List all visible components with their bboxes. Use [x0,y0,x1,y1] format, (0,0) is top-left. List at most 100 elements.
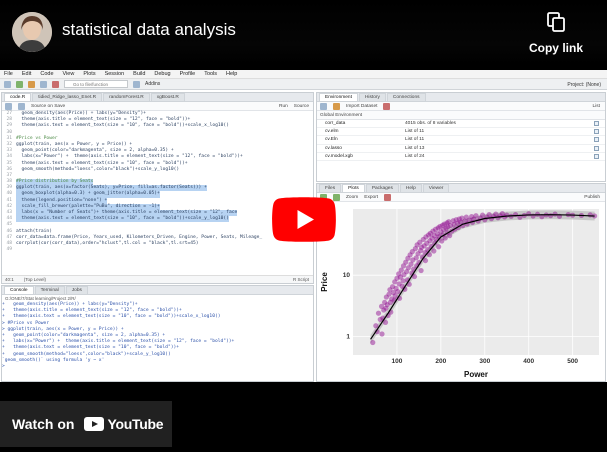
tab-connections[interactable]: Connections [386,93,426,101]
data-point [441,221,447,227]
zoom-button[interactable]: Zoom [346,194,359,200]
menu-help[interactable]: Help [226,71,238,77]
play-button[interactable] [272,197,336,242]
run-button[interactable]: Run [278,103,288,109]
remove-plot-icon[interactable] [384,193,392,201]
import-dataset-button[interactable]: Import Dataset [346,103,378,109]
publish-button[interactable]: Publish [584,194,600,200]
tab-packages[interactable]: Packages [365,184,399,192]
print-icon[interactable] [52,80,59,88]
open-workspace-icon[interactable] [320,102,327,110]
data-point [409,249,415,255]
data-point [390,290,397,296]
line-number: 41 [6,197,12,203]
tab-code-r[interactable]: code.R [4,93,32,101]
x-tick-label: 500 [567,358,578,365]
menu-code[interactable]: Code [40,71,54,77]
scope-indicator[interactable]: (Top Level) [23,277,47,282]
console-line: + geom_point(color="darkmagenta", size =… [2,333,313,339]
tab-tidied-ridge-lasso-enet-r[interactable]: tidied_Ridge_lasso_Enet.R [32,93,103,101]
data-point [437,223,443,230]
clear-workspace-icon[interactable] [383,102,391,110]
tab-plots[interactable]: Plots [342,184,365,192]
source-on-save-checkbox[interactable]: Source on Save [31,103,66,109]
data-point [552,211,558,217]
grid-view-icon[interactable] [594,145,599,151]
environment-row[interactable]: cv.lasso List of 13 [317,145,605,153]
code-text: geom_density(aes(Price)) + labs(y="Densi… [16,111,146,116]
data-point [407,252,413,258]
tab-console[interactable]: Console [4,286,34,294]
list-view-menu[interactable]: List [592,103,600,109]
video-title[interactable]: statistical data analysis [62,20,236,39]
tab-help[interactable]: Help [399,184,422,192]
goto-file-input[interactable]: Go to file/function [64,80,128,88]
export-button[interactable]: Export [364,194,379,200]
global-environment-select[interactable]: Global Environment [320,112,363,118]
grid-view-icon[interactable] [594,129,599,135]
channel-avatar[interactable] [12,12,52,52]
environment-row[interactable]: corr_data 4015 obs. of 8 variables [317,120,605,129]
project-menu[interactable]: Project: (None) [567,82,601,88]
grid-view-icon[interactable] [594,121,599,127]
save-workspace-icon[interactable] [333,102,340,110]
data-point [396,281,402,287]
console-line: > [2,364,313,370]
environment-row[interactable]: cv.elm List of 11 [317,128,605,137]
save-all-icon[interactable] [40,80,47,88]
data-point [421,243,427,249]
console-text: + labs(x="Power") + theme(axis.title = e… [2,339,235,345]
menu-tools[interactable]: Tools [204,71,218,77]
save-doc-icon[interactable] [18,102,25,110]
code-text: #Price vs Power [16,135,58,141]
console-line: > ggplot(train, aes(x = Power, y = Price… [2,327,313,333]
environment-row[interactable]: cv.model.xgb List of 24 [317,153,605,161]
console-line: + theme(axis.title = element_text(size =… [2,308,313,314]
data-point [479,212,486,218]
next-plot-icon[interactable] [333,193,340,201]
tab-randomforest-r[interactable]: randomForest.R [103,93,150,101]
data-point [432,226,439,232]
source-button[interactable]: Source [293,103,309,109]
watch-on-youtube-button[interactable]: Watch on YouTube [0,401,172,447]
menu-edit[interactable]: Edit [21,71,32,77]
data-point [499,210,505,217]
tab-files[interactable]: Files [319,184,342,192]
tab-history[interactable]: History [358,93,386,101]
save-icon[interactable] [28,80,35,88]
file-type[interactable]: R Script [292,277,309,282]
menu-debug[interactable]: Debug [154,71,171,77]
menu-build[interactable]: Build [133,71,146,77]
console-output[interactable]: + geom_density(aes(Price)) + labs(y="Den… [2,302,313,370]
menu-view[interactable]: View [62,71,75,77]
line-number: 38 [6,179,12,185]
grid-view-icon[interactable] [594,153,599,159]
menu-file[interactable]: File [4,71,13,77]
addins-menu[interactable]: Addins [145,81,161,87]
back-icon[interactable] [5,102,12,110]
environment-row[interactable]: cv.Eln List of 11 [317,136,605,145]
tab-xgboost-r[interactable]: xgBoost.R [150,93,185,101]
line-number: 35 [6,160,12,166]
prev-plot-icon[interactable] [320,193,327,201]
copy-link-button[interactable]: Copy link [522,12,590,55]
tab-environment[interactable]: Environment [319,93,358,101]
code-editor[interactable]: 27 geom_density(aes(Price)) + labs(y="De… [2,111,313,253]
open-project-icon[interactable] [16,80,23,88]
menu-profile[interactable]: Profile [179,71,196,77]
data-point [473,213,479,219]
tab-viewer[interactable]: Viewer [422,184,450,192]
line-number: 39 [6,185,12,191]
grid-view-icon[interactable] [594,137,599,143]
data-point [454,220,461,226]
menu-session[interactable]: Session [104,71,125,77]
code-text: theme(axis.text = element_text(size = "1… [16,123,229,129]
new-file-icon[interactable] [4,80,11,88]
grid-icon[interactable] [133,80,140,88]
tab-terminal[interactable]: Terminal [34,286,65,294]
line-number: 31 [6,135,12,141]
menu-plots[interactable]: Plots [83,71,96,77]
tab-jobs[interactable]: Jobs [65,286,88,294]
data-point [405,255,411,261]
data-point [418,267,424,274]
